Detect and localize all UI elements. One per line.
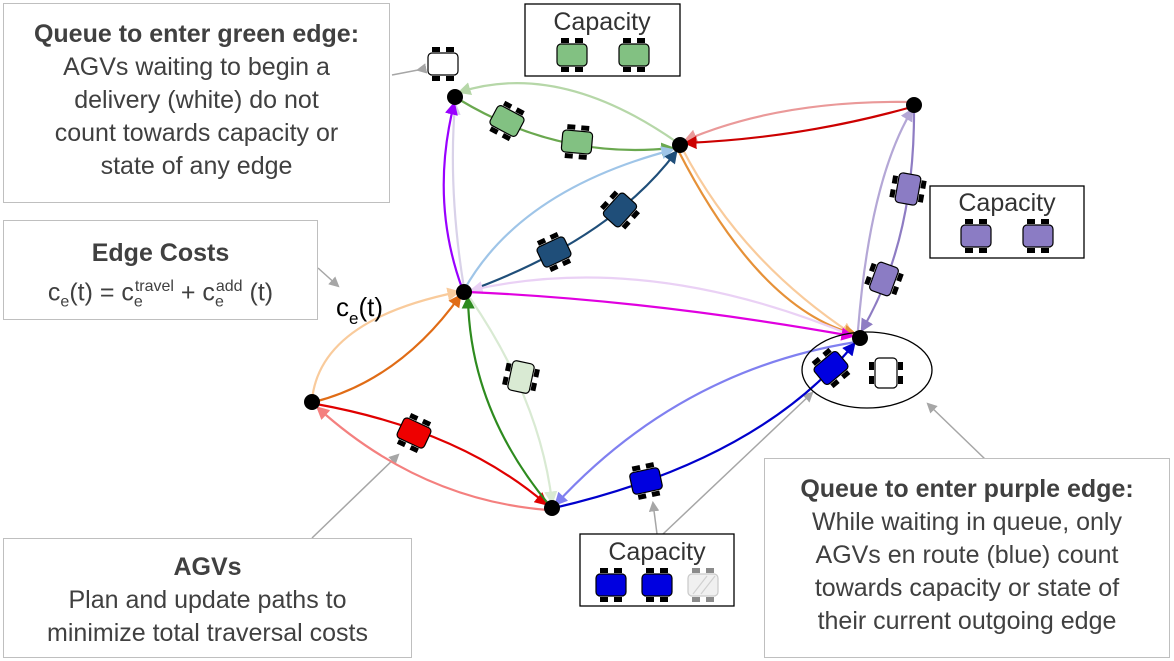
purple-queue-ellipse	[801, 331, 933, 409]
edge-navy	[465, 149, 678, 294]
callout-title: Queue to enter green edge:	[33, 20, 360, 48]
node-center	[456, 284, 472, 300]
edge-orange-light-left	[310, 287, 461, 401]
graph-nodes	[304, 89, 922, 516]
agv-green-faint	[502, 360, 540, 394]
callout-title: Queue to enter purple edge:	[800, 475, 1134, 503]
callout-line: state of any edge	[100, 152, 293, 180]
pointer-blue-capacity-b	[662, 391, 814, 535]
edge-red-light	[316, 406, 549, 512]
edge-lavender-light	[447, 101, 466, 289]
pointer-green-queue	[391, 63, 428, 76]
edge-purple-light	[856, 107, 914, 331]
capacity-box-blue: Capacity	[579, 533, 735, 607]
edge-orange-light	[681, 147, 855, 336]
agv-purple-2	[864, 261, 904, 297]
agv-blue-edge	[629, 462, 663, 500]
edge-green-faint	[469, 297, 558, 505]
capacity-title: Capacity	[958, 189, 1056, 217]
node-top-right	[906, 97, 922, 113]
agv-blue-queue	[811, 347, 851, 389]
agv-green-2	[560, 124, 594, 160]
capacity-box-green: Capacity	[524, 3, 681, 77]
node-bottom	[544, 500, 560, 516]
capacity-title: Capacity	[608, 538, 706, 566]
node-top-center	[672, 137, 688, 153]
agv-white-queue	[869, 357, 903, 389]
callout-title: Edge Costs	[91, 239, 230, 267]
capacity-title: Capacity	[553, 8, 651, 36]
callout-line: Plan and update paths to	[68, 586, 347, 614]
callout-purple-queue: Queue to enter purple edge: While waitin…	[764, 458, 1170, 658]
callout-line: AGVs en route (blue) count	[815, 541, 1119, 569]
edge-red-light-top	[683, 100, 911, 142]
edge-magenta	[467, 290, 855, 341]
agv-navy-2	[600, 190, 640, 230]
edge-red	[315, 402, 549, 506]
callout-green-queue: Queue to enter green edge: AGVs waiting …	[3, 3, 390, 203]
edge-green-light	[457, 82, 679, 144]
edge-navy-light	[463, 146, 675, 291]
callout-title: AGVs	[173, 553, 242, 581]
pointer-agvs	[311, 453, 400, 539]
agv-green-1	[489, 100, 525, 142]
node-left	[304, 394, 320, 410]
callout-line: While waiting in queue, only	[812, 508, 1122, 536]
edge-magenta-light	[469, 276, 859, 340]
edge-violet	[442, 101, 464, 289]
callout-line: minimize total traversal costs	[47, 619, 368, 647]
pointer-blue-capacity-a	[648, 500, 660, 535]
edge-orange-dark	[313, 293, 462, 404]
edge-cost-formula: ce(t) = cetravel + ceadd (t)	[47, 278, 274, 311]
edge-green-dark	[461, 295, 551, 507]
callout-line: their current outgoing edge	[817, 607, 1117, 635]
edge-cost-label: ce(t)	[336, 292, 383, 328]
callout-line: towards capacity or state of	[814, 574, 1120, 602]
agv-white-top	[427, 47, 459, 81]
edge-purple	[860, 107, 916, 333]
callout-line: AGVs waiting to begin a	[63, 53, 330, 81]
agv-red	[396, 412, 432, 454]
node-top-left	[447, 89, 463, 105]
callout-agvs: AGVs Plan and update paths to minimize t…	[3, 538, 412, 658]
edge-orange	[677, 149, 858, 338]
callout-line: delivery (white) do not	[74, 86, 319, 114]
callout-line: count towards capacity or	[54, 119, 339, 147]
pointer-edge-costs	[317, 267, 340, 288]
agv-purple-1	[889, 172, 927, 206]
callout-edge-costs: Edge Costs ce(t) = cetravel + ceadd (t)	[3, 220, 318, 320]
edge-red-top	[683, 106, 909, 150]
node-right	[852, 330, 868, 346]
capacity-box-purple: Capacity	[929, 185, 1085, 259]
agv-navy-1	[536, 231, 572, 273]
pointer-purple-queue	[926, 402, 987, 461]
